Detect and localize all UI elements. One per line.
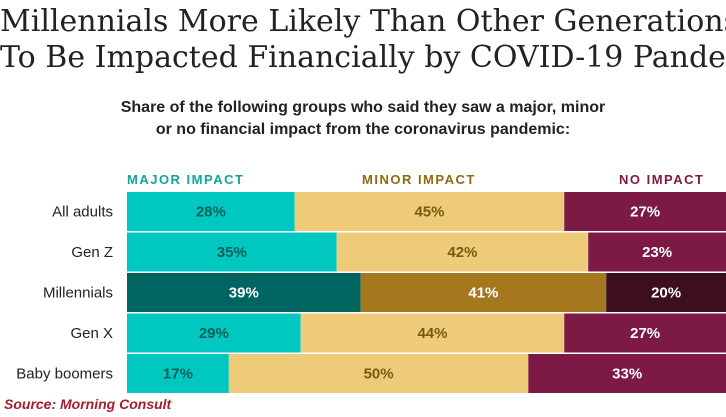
bar-baby-boomers-none xyxy=(528,354,726,393)
source-note: Source: Morning Consult xyxy=(4,396,172,412)
bar-gen-x-none xyxy=(564,313,726,353)
value-label-millennials-major: 39% xyxy=(229,285,259,302)
bar-millennials-minor xyxy=(360,273,607,312)
value-label-all-adults-major: 28% xyxy=(196,204,226,221)
category-label-all-adults: All adults xyxy=(52,204,113,221)
bar-all-adults-minor xyxy=(294,192,565,231)
bar-gen-x-major xyxy=(127,313,301,353)
bar-millennials-major xyxy=(127,273,361,312)
chart-title-line-1: Millennials More Likely Than Other Gener… xyxy=(0,4,726,39)
bar-baby-boomers-major xyxy=(127,354,229,393)
chart-subtitle-line-1: Share of the following groups who said t… xyxy=(120,99,606,116)
value-label-gen-x-none: 27% xyxy=(630,325,660,342)
value-label-gen-z-none: 23% xyxy=(642,244,672,261)
chart-title-line-2: To Be Impacted Financially by COVID-19 P… xyxy=(0,40,726,75)
value-label-baby-boomers-minor: 50% xyxy=(364,366,394,383)
bar-gen-z-none xyxy=(588,232,726,272)
bar-gen-x-minor xyxy=(300,313,565,353)
bar-millennials-none xyxy=(606,273,726,312)
value-label-all-adults-none: 27% xyxy=(630,204,660,221)
bar-all-adults-none xyxy=(564,192,726,231)
bar-baby-boomers-minor xyxy=(228,354,529,393)
value-label-millennials-minor: 41% xyxy=(468,285,498,302)
value-label-all-adults-minor: 45% xyxy=(414,204,444,221)
chart-subtitle-line-2: or no financial impact from the coronavi… xyxy=(155,121,571,138)
value-label-gen-x-major: 29% xyxy=(199,325,229,342)
category-label-gen-x: Gen X xyxy=(70,325,113,342)
value-label-baby-boomers-none: 33% xyxy=(612,366,642,383)
category-label-baby-boomers: Baby boomers xyxy=(16,366,113,383)
category-label-millennials: Millennials xyxy=(43,285,113,302)
legend-minor-impact: MINOR IMPACT xyxy=(362,172,476,187)
bar-all-adults-major xyxy=(127,192,295,231)
category-label-gen-z: Gen Z xyxy=(71,244,113,261)
value-label-gen-z-minor: 42% xyxy=(447,244,477,261)
value-label-gen-z-major: 35% xyxy=(217,244,247,261)
value-label-baby-boomers-major: 17% xyxy=(163,366,193,383)
bar-gen-z-major xyxy=(127,232,337,272)
value-label-gen-x-minor: 44% xyxy=(417,325,447,342)
value-label-millennials-none: 20% xyxy=(651,285,681,302)
legend-major-impact: MAJOR IMPACT xyxy=(127,172,245,187)
bar-gen-z-minor xyxy=(336,232,589,272)
legend-no-impact: NO IMPACT xyxy=(619,172,705,187)
